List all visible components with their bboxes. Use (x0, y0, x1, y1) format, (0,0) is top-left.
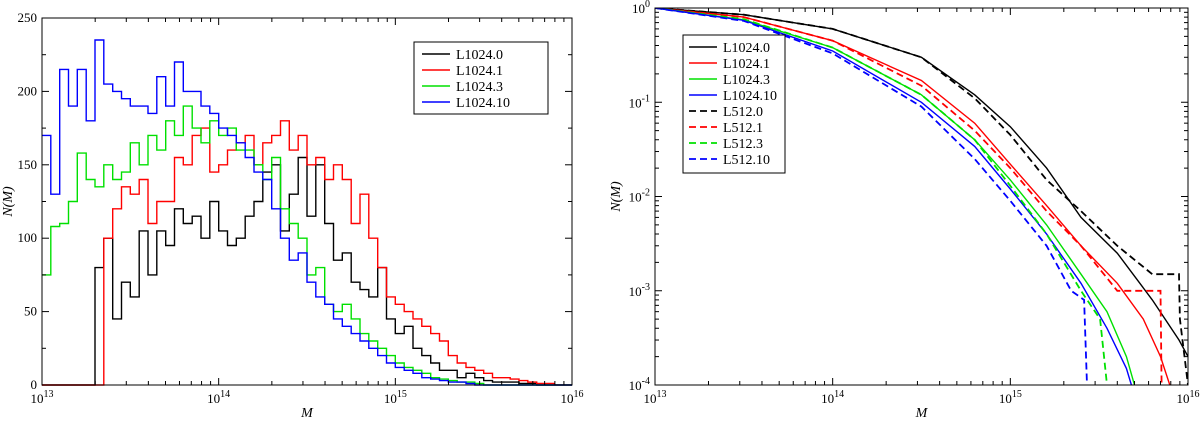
series-line-L1024.1 (42, 120, 572, 386)
legend-label: L1024.0 (723, 41, 770, 56)
histogram-panel: 0 50 100 150 200 250 1013 1014 1015 1016 M N(M) L102… (1, 10, 584, 421)
series-line-L512.1 (655, 8, 1163, 385)
series-line-L1024.3 (655, 8, 1136, 385)
legend-label: L1024.3 (456, 80, 503, 95)
series-line-L1024.10 (655, 8, 1133, 385)
y-axis-label: N(M) (1, 186, 16, 218)
legend-label: L1024.1 (456, 64, 503, 79)
series-line-L512.10 (655, 8, 1088, 385)
y-tick-label: 200 (18, 83, 38, 98)
series-line-L512.0 (655, 8, 1188, 385)
legend-label: L1024.10 (456, 96, 510, 111)
series-line-L1024.0 (42, 156, 572, 386)
series-line-L512.3 (655, 8, 1108, 385)
y-tick-label: 0 (31, 377, 38, 392)
legend-box (682, 34, 786, 174)
y-tick-label: 10-2 (629, 188, 650, 205)
legend-label: L1024.3 (723, 73, 770, 88)
x-axis-label: M (915, 406, 929, 421)
x-axis-label: M (300, 406, 314, 421)
y-tick-label: 250 (18, 10, 38, 25)
legend-label: L1024.10 (723, 89, 777, 104)
legend-label: L512.10 (723, 153, 770, 168)
x-tick-label: 1015 (999, 389, 1022, 406)
legend-label: L1024.1 (723, 57, 770, 72)
x-tick-label: 1013 (644, 389, 667, 406)
y-tick-label: 10-4 (629, 376, 650, 393)
y-axis-label: N(M) (609, 181, 624, 213)
y-tick-label: 10-1 (629, 93, 650, 110)
series-line-L1024.3 (42, 105, 572, 386)
legend-label: L1024.0 (456, 48, 503, 63)
y-tick-label: 50 (24, 304, 37, 319)
x-tick-label: 1014 (821, 389, 844, 406)
y-tick-label: 10-3 (629, 282, 650, 299)
x-tick-label: 1016 (1177, 389, 1200, 406)
y-tick-label: 100 (18, 230, 38, 245)
series-line-L1024.10 (42, 39, 572, 386)
legend-label: L512.3 (723, 137, 763, 152)
x-tick-label: 1014 (207, 389, 230, 406)
y-tick-label: 150 (18, 157, 38, 172)
cumulative-panel: 10-4 10-3 10-2 10-1 100 1013 1014 1015 1016 M N(M)… (609, 0, 1200, 421)
y-tick-label: 100 (632, 0, 650, 16)
legend-label: L512.0 (723, 105, 763, 120)
x-tick-label: 1015 (384, 389, 407, 406)
x-tick-label: 1013 (31, 389, 54, 406)
x-tick-label: 1016 (561, 389, 584, 406)
legend-label: L512.1 (723, 121, 763, 136)
